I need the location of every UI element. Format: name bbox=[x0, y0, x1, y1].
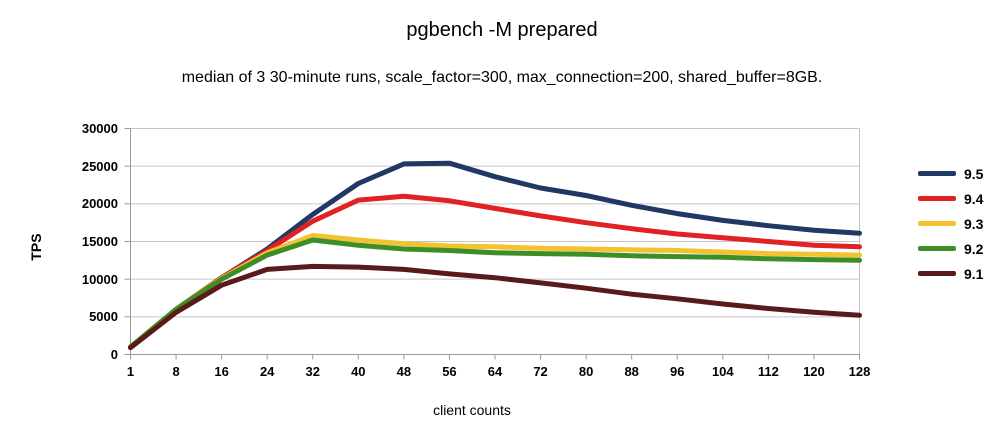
x-tick-label: 120 bbox=[803, 364, 825, 379]
legend-item-9.2: 9.2 bbox=[918, 236, 983, 261]
legend-label: 9.2 bbox=[964, 240, 984, 257]
x-tick-label: 32 bbox=[305, 364, 320, 379]
y-tick-label: 30000 bbox=[81, 121, 118, 136]
y-tick-label: 20000 bbox=[81, 196, 118, 212]
legend-swatch bbox=[918, 221, 956, 226]
legend-swatch bbox=[918, 196, 956, 201]
y-tick-label: 0 bbox=[110, 347, 118, 362]
x-tick-label: 48 bbox=[396, 364, 412, 379]
x-tick-label: 64 bbox=[487, 364, 503, 379]
x-tick-label: 112 bbox=[757, 364, 779, 379]
x-tick-label: 40 bbox=[351, 364, 366, 379]
legend-item-9.3: 9.3 bbox=[918, 211, 983, 236]
chart-title: pgbench -M prepared bbox=[406, 19, 598, 41]
legend-item-9.4: 9.4 bbox=[918, 186, 983, 211]
legend-label: 9.3 bbox=[964, 215, 984, 232]
x-tick-label: 8 bbox=[172, 364, 180, 379]
x-tick-label: 72 bbox=[533, 364, 548, 379]
legend-item-9.5: 9.5 bbox=[918, 161, 983, 186]
legend-swatch bbox=[918, 171, 956, 176]
x-tick-label: 128 bbox=[848, 364, 871, 379]
y-tick-label: 10000 bbox=[81, 271, 118, 287]
legend-label: 9.4 bbox=[964, 190, 984, 207]
series-line-9.2 bbox=[128, 237, 862, 350]
legend-item-9.1: 9.1 bbox=[918, 261, 983, 286]
x-tick-label: 1 bbox=[126, 364, 135, 379]
x-tick-label: 24 bbox=[259, 364, 275, 379]
y-tick-label: 5000 bbox=[89, 309, 118, 325]
y-tick-label: 15000 bbox=[81, 234, 118, 249]
legend: 9.5 9.4 9.3 9.2 9.1 bbox=[918, 161, 983, 286]
x-tick-label: 88 bbox=[624, 364, 639, 379]
legend-swatch bbox=[918, 246, 956, 251]
chart-subtitle: median of 3 30-minute runs, scale_factor… bbox=[181, 69, 823, 86]
x-tick-label: 16 bbox=[214, 364, 229, 379]
legend-swatch bbox=[918, 271, 956, 276]
legend-label: 9.5 bbox=[964, 165, 984, 182]
y-tick-label: 25000 bbox=[81, 158, 118, 174]
x-tick-label: 104 bbox=[711, 364, 734, 379]
series-line-9.1 bbox=[128, 263, 862, 351]
legend-label: 9.1 bbox=[964, 265, 984, 282]
x-tick-label: 96 bbox=[670, 364, 685, 379]
x-tick-label: 56 bbox=[442, 364, 457, 379]
x-axis-title: client counts bbox=[433, 402, 511, 418]
x-tick-label: 80 bbox=[578, 364, 594, 379]
